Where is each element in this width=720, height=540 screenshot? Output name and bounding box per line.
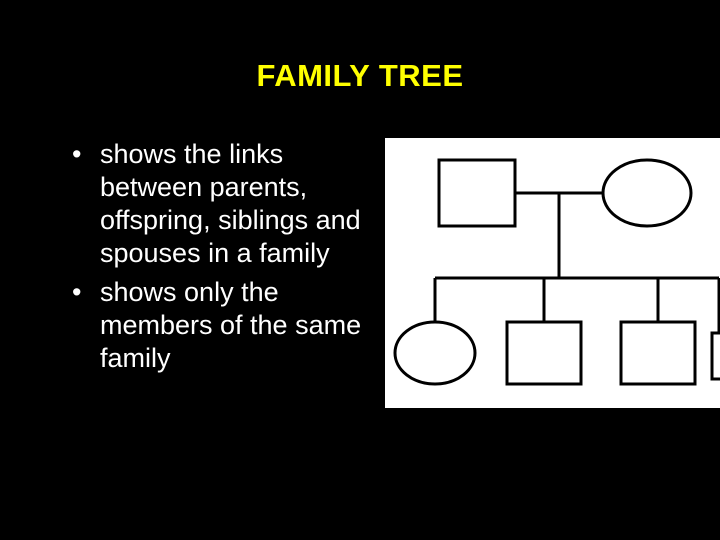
bullet-item: shows only the members of the same famil… <box>72 276 372 375</box>
tree-node-father <box>439 160 515 226</box>
tree-node-child2 <box>507 322 581 384</box>
tree-node-child1 <box>395 322 475 384</box>
bullet-item: shows the links between parents, offspri… <box>72 138 372 270</box>
family-tree-diagram <box>385 138 720 408</box>
tree-node-child4 <box>712 333 720 379</box>
family-tree-svg <box>385 138 720 408</box>
bullet-list: shows the links between parents, offspri… <box>72 138 372 381</box>
page-title: FAMILY TREE <box>0 58 720 94</box>
tree-node-child3 <box>621 322 695 384</box>
tree-node-mother <box>603 160 691 226</box>
